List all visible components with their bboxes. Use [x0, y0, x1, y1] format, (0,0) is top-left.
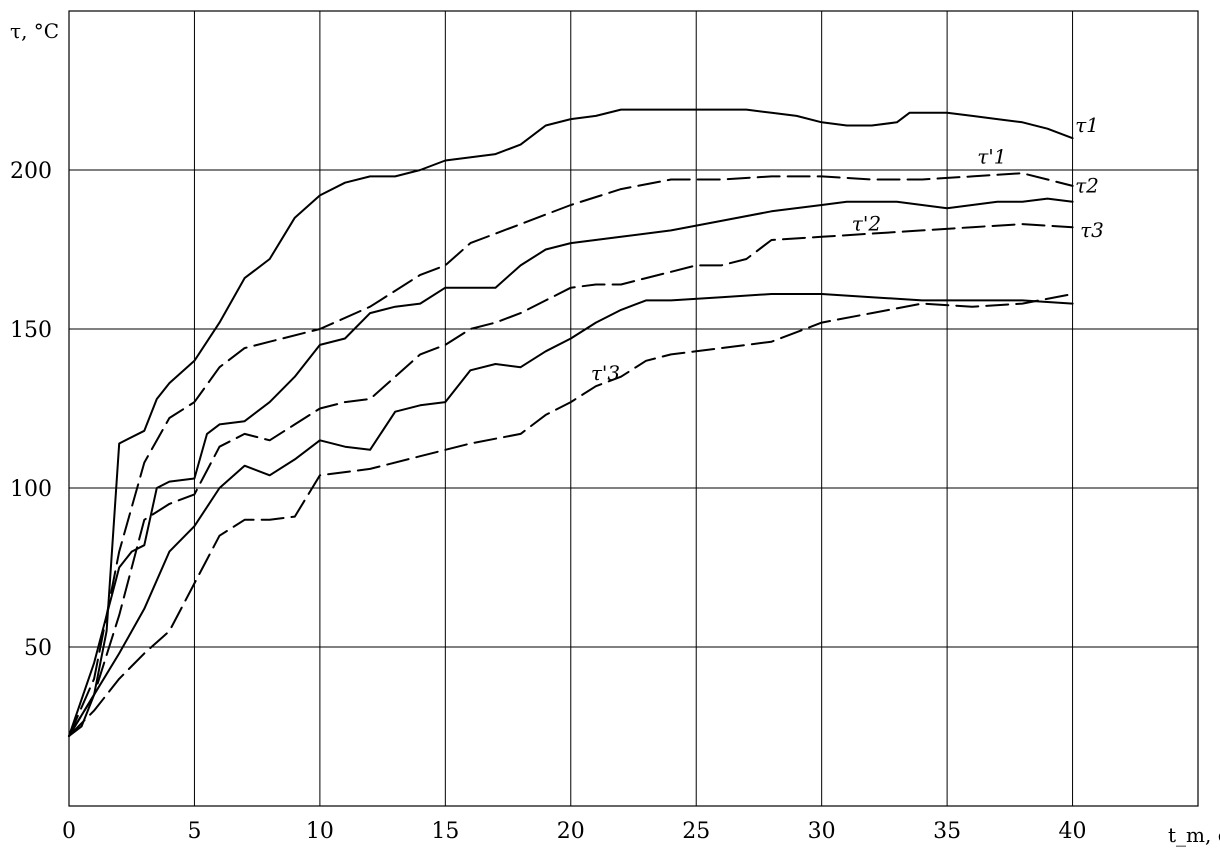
- x-tick-labels: 0 5 10 15 20 25 30 35 40: [62, 819, 1087, 844]
- series-label: τ2: [1075, 173, 1099, 197]
- x-tick-label: 25: [682, 819, 710, 844]
- series-layer: [68, 108, 1074, 737]
- x-tick-label: 15: [431, 819, 459, 844]
- series-label: τ'3: [591, 361, 620, 385]
- x-axis-label: t_m, c: [1168, 823, 1220, 847]
- x-tick-label: 0: [62, 819, 76, 844]
- x-tick-label: 5: [187, 819, 201, 844]
- series-label: τ1: [1075, 113, 1099, 137]
- series-line: [68, 172, 1074, 737]
- series-label: τ'1: [977, 145, 1006, 169]
- y-tick-label: 200: [10, 159, 52, 184]
- x-tick-label: 20: [557, 819, 585, 844]
- x-tick-label: 10: [306, 819, 334, 844]
- x-tick-label: 35: [933, 819, 961, 844]
- series-line: [68, 108, 1074, 737]
- series-labels: τ1 τ'1 τ2 τ'2 τ3 τ'3: [591, 113, 1104, 385]
- series-line: [68, 293, 1074, 737]
- series-label: τ3: [1080, 218, 1104, 242]
- series-label: τ'2: [852, 211, 881, 235]
- series-line: [68, 223, 1074, 737]
- y-tick-label: 50: [24, 636, 52, 661]
- series-line: [68, 197, 1074, 737]
- y-tick-label: 150: [10, 318, 52, 343]
- x-tick-label: 40: [1059, 819, 1087, 844]
- series-line: [68, 293, 1074, 737]
- x-tick-label: 30: [808, 819, 836, 844]
- y-tick-label: 100: [10, 477, 52, 502]
- y-axis-label: τ, °C: [10, 19, 59, 43]
- y-tick-labels: 50 100 150 200: [10, 159, 52, 661]
- grid: [69, 11, 1198, 806]
- plot-frame: [68, 10, 1199, 807]
